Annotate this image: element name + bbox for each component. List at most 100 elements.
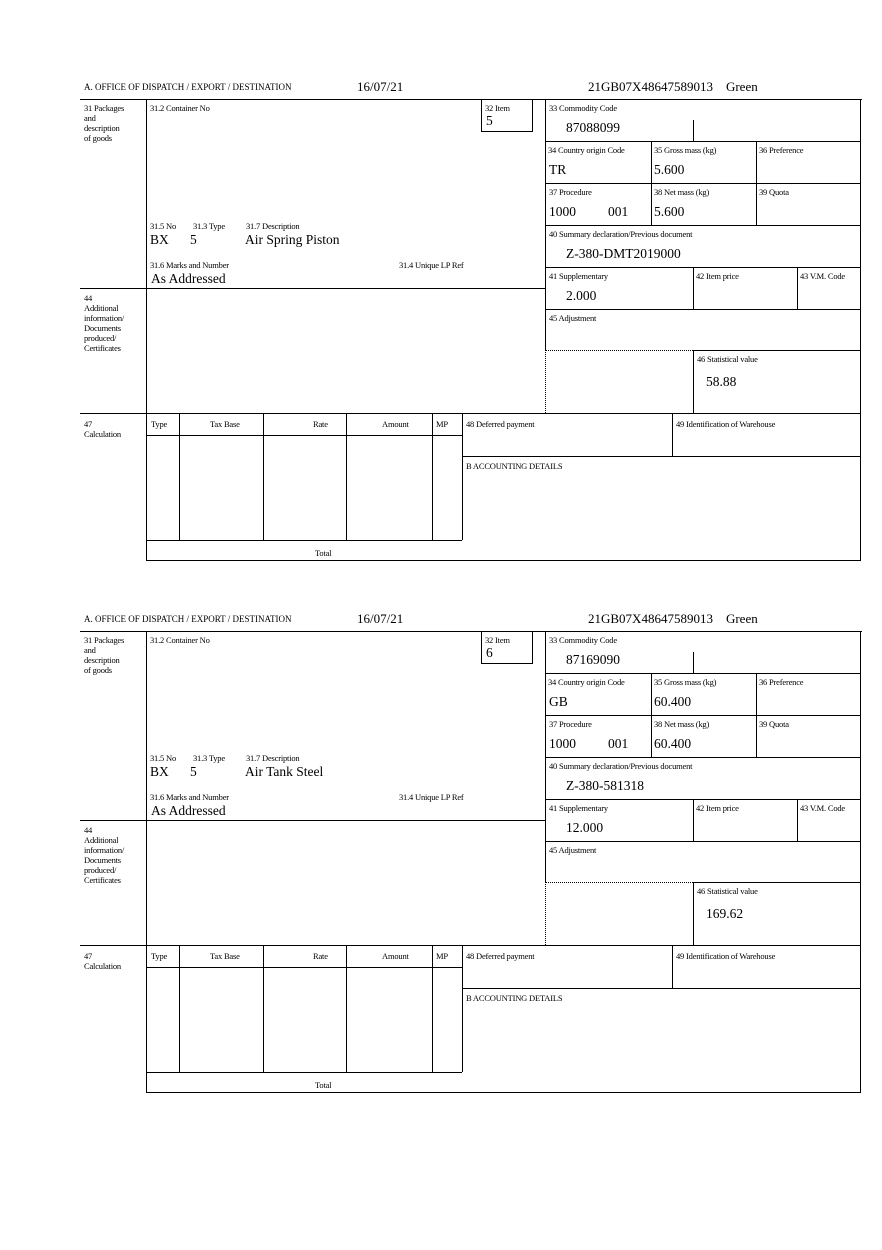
marks-value: As Addressed bbox=[151, 271, 226, 286]
no-label: 31.5 No bbox=[150, 221, 176, 231]
type-label: 31.3 Type bbox=[193, 753, 225, 763]
commodity-label: 33 Commodity Code bbox=[549, 103, 617, 113]
statistical-label: 46 Statistical value bbox=[697, 886, 758, 896]
unique-ref-label: 31.4 Unique LP Ref bbox=[399, 260, 464, 270]
calc-mp-header: MP bbox=[436, 951, 448, 961]
rule bbox=[545, 99, 546, 350]
rule bbox=[532, 99, 533, 131]
rule bbox=[545, 799, 861, 800]
calc-tax-base-header: Tax Base bbox=[210, 419, 240, 429]
deferred-payment-label: 48 Deferred payment bbox=[466, 951, 535, 961]
packages-label: 31 Packages and description of goods bbox=[84, 635, 125, 675]
calc-tax-base-header: Tax Base bbox=[210, 951, 240, 961]
marks-label: 31.6 Marks and Number bbox=[150, 792, 229, 802]
rule bbox=[693, 350, 694, 413]
rule bbox=[263, 413, 264, 540]
vm-code-label: 43 V.M. Code bbox=[800, 271, 845, 281]
calc-amount-header: Amount bbox=[382, 419, 409, 429]
accounting-details-label: B ACCOUNTING DETAILS bbox=[466, 461, 563, 471]
rule bbox=[693, 350, 861, 351]
warehouse-label: 49 Identification of Warehouse bbox=[676, 951, 776, 961]
rule bbox=[481, 99, 482, 131]
rule bbox=[693, 882, 694, 945]
rule bbox=[693, 120, 694, 141]
rule bbox=[346, 413, 347, 540]
adjustment-label: 45 Adjustment bbox=[549, 313, 597, 323]
rule bbox=[346, 945, 347, 1072]
item-number: 5 bbox=[486, 113, 493, 128]
calc-rate-header: Rate bbox=[313, 951, 328, 961]
rule bbox=[179, 413, 180, 540]
item-price-label: 42 Item price bbox=[696, 803, 739, 813]
rule bbox=[860, 631, 861, 1093]
rule bbox=[481, 131, 533, 132]
net-mass: 5.600 bbox=[654, 204, 685, 219]
quota-label: 39 Quota bbox=[759, 719, 789, 729]
calc-mp-header: MP bbox=[436, 419, 448, 429]
packages-label: 31 Packages and description of goods bbox=[84, 103, 125, 143]
procedure-additional: 001 bbox=[608, 204, 629, 219]
additional-info-label: 44 Additional information/ Documents pro… bbox=[84, 293, 125, 353]
procedure-code: 1000 bbox=[549, 204, 576, 219]
rule bbox=[146, 435, 462, 436]
marks-label: 31.6 Marks and Number bbox=[150, 260, 229, 270]
summary-label: 40 Summary declaration/Previous document bbox=[549, 761, 693, 771]
rule bbox=[545, 350, 546, 413]
procedure-label: 37 Procedure bbox=[549, 187, 592, 197]
declaration-item-form: A. OFFICE OF DISPATCH / EXPORT / DESTINA… bbox=[0, 610, 882, 1110]
commodity-label: 33 Commodity Code bbox=[549, 635, 617, 645]
rule bbox=[545, 267, 861, 268]
rule bbox=[545, 882, 546, 945]
country-label: 34 Country origin Code bbox=[548, 145, 625, 155]
rule bbox=[179, 945, 180, 1072]
procedure-label: 37 Procedure bbox=[549, 719, 592, 729]
route-status: Green bbox=[725, 611, 758, 626]
type-label: 31.3 Type bbox=[193, 221, 225, 231]
rule bbox=[545, 757, 861, 758]
unique-ref-label: 31.4 Unique LP Ref bbox=[399, 792, 464, 802]
rule bbox=[481, 663, 533, 664]
rule bbox=[263, 945, 264, 1072]
rule bbox=[545, 715, 861, 716]
summary-label: 40 Summary declaration/Previous document bbox=[549, 229, 693, 239]
net-mass: 60.400 bbox=[654, 736, 692, 751]
rule bbox=[80, 820, 546, 821]
adjustment-label: 45 Adjustment bbox=[549, 845, 597, 855]
calc-type-header: Type bbox=[151, 419, 168, 429]
supplementary-value: 2.000 bbox=[566, 288, 597, 303]
calc-total-label: Total bbox=[315, 548, 332, 558]
marks-value: As Addressed bbox=[151, 803, 226, 818]
supplementary-label: 41 Supplementary bbox=[549, 271, 608, 281]
rule bbox=[545, 141, 861, 142]
calculation-label: 47 Calculation bbox=[84, 419, 121, 439]
rule bbox=[672, 413, 673, 456]
calculation-label: 47 Calculation bbox=[84, 951, 121, 971]
summary-document: Z-380-581318 bbox=[566, 778, 644, 793]
rule bbox=[693, 652, 694, 673]
gross-mass: 60.400 bbox=[654, 694, 692, 709]
rule bbox=[545, 841, 861, 842]
rule bbox=[80, 99, 862, 100]
package-count: 5 bbox=[190, 764, 197, 779]
office-label: A. OFFICE OF DISPATCH / EXPORT / DESTINA… bbox=[84, 614, 292, 624]
net-mass-label: 38 Net mass (kg) bbox=[654, 187, 710, 197]
rule bbox=[651, 141, 652, 225]
gross-mass-label: 35 Gross mass (kg) bbox=[654, 677, 717, 687]
goods-description: Air Spring Piston bbox=[245, 232, 340, 247]
route-status: Green bbox=[725, 79, 758, 94]
gross-mass: 5.600 bbox=[654, 162, 685, 177]
package-kind: BX bbox=[150, 232, 169, 247]
rule bbox=[545, 309, 861, 310]
description-label: 31.7 Description bbox=[246, 221, 300, 231]
rule bbox=[545, 882, 693, 883]
item-label: 32 Item bbox=[485, 103, 510, 113]
supplementary-label: 41 Supplementary bbox=[549, 803, 608, 813]
rule bbox=[462, 988, 861, 989]
additional-info-label: 44 Additional information/ Documents pro… bbox=[84, 825, 125, 885]
rule bbox=[545, 183, 861, 184]
preference-label: 36 Preference bbox=[759, 677, 804, 687]
net-mass-label: 38 Net mass (kg) bbox=[654, 719, 710, 729]
procedure-code: 1000 bbox=[549, 736, 576, 751]
calc-rate-header: Rate bbox=[313, 419, 328, 429]
deferred-payment-label: 48 Deferred payment bbox=[466, 419, 535, 429]
